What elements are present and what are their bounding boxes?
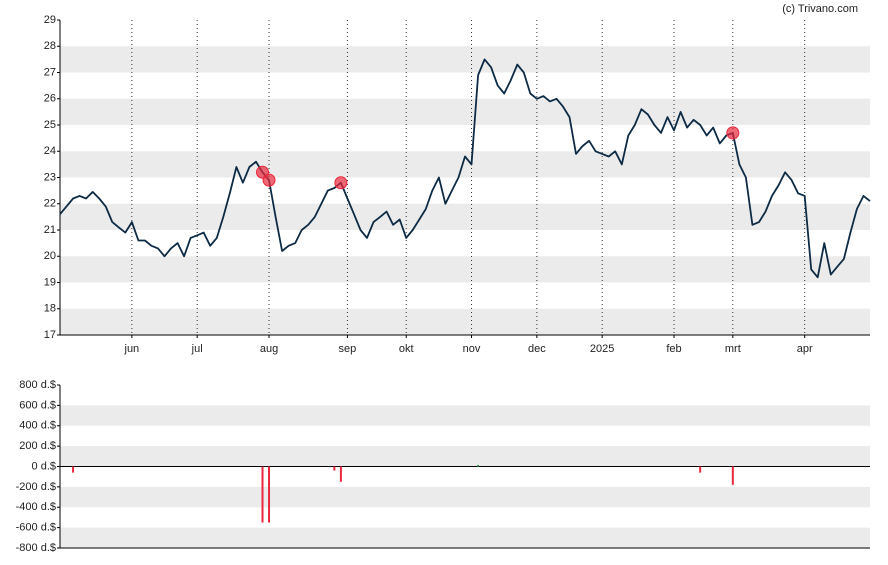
x-tick-label: nov — [463, 343, 481, 355]
trade-marker — [726, 126, 740, 140]
x-tick-label: jul — [191, 343, 203, 355]
grid-band — [60, 405, 870, 426]
y-tick-label: 0 d.$ — [32, 460, 56, 472]
y-tick-label: -400 d.$ — [16, 501, 56, 513]
x-tick-label: sep — [339, 343, 357, 355]
y-tick-label: 19 — [44, 276, 56, 288]
x-tick-label: feb — [666, 343, 681, 355]
bar — [731, 466, 734, 485]
bar — [699, 466, 702, 473]
y-tick-label: 17 — [44, 329, 56, 341]
y-tick-label: 21 — [44, 224, 56, 236]
bar — [261, 466, 264, 523]
grid-band — [60, 98, 870, 125]
bar — [268, 466, 271, 523]
bar — [333, 466, 336, 471]
y-tick-label: 400 d.$ — [19, 420, 56, 432]
y-tick-label: 27 — [44, 66, 56, 78]
y-tick-label: 25 — [44, 119, 56, 131]
y-tick-label: 800 d.$ — [19, 379, 56, 391]
y-tick-label: 22 — [44, 198, 56, 210]
x-tick-label: aug — [260, 343, 278, 355]
grid-band — [60, 256, 870, 283]
y-tick-label: 29 — [44, 14, 56, 26]
y-tick-label: 23 — [44, 171, 56, 183]
x-tick-label: mrt — [725, 343, 741, 355]
x-tick-label: dec — [528, 343, 546, 355]
grid-band — [60, 46, 870, 73]
grid-band — [60, 486, 870, 508]
y-tick-label: 26 — [44, 93, 56, 105]
grid-band — [60, 151, 870, 178]
x-tick-label: jun — [124, 343, 140, 355]
bar — [339, 466, 342, 482]
grid-band — [60, 446, 870, 467]
x-tick-label: 2025 — [590, 343, 614, 355]
y-tick-label: -200 d.$ — [16, 481, 56, 493]
trade-marker — [262, 173, 276, 187]
bar — [72, 466, 75, 473]
grid-band — [60, 308, 870, 335]
y-tick-label: 600 d.$ — [19, 399, 56, 411]
grid-band — [60, 203, 870, 230]
y-tick-label: -600 d.$ — [16, 522, 56, 534]
y-tick-label: 20 — [44, 250, 56, 262]
y-tick-label: -800 d.$ — [16, 542, 56, 554]
y-tick-label: 24 — [44, 145, 56, 157]
grid-band — [60, 527, 870, 548]
credit: (c) Trivano.com — [782, 3, 858, 15]
trade-marker — [334, 176, 348, 190]
y-tick-label: 18 — [44, 303, 56, 315]
y-tick-label: 200 d.$ — [19, 440, 56, 452]
bar — [477, 464, 480, 467]
x-tick-label: apr — [797, 343, 813, 355]
x-tick-label: okt — [399, 343, 414, 355]
price-line — [59, 58, 871, 279]
y-tick-label: 28 — [44, 40, 56, 52]
